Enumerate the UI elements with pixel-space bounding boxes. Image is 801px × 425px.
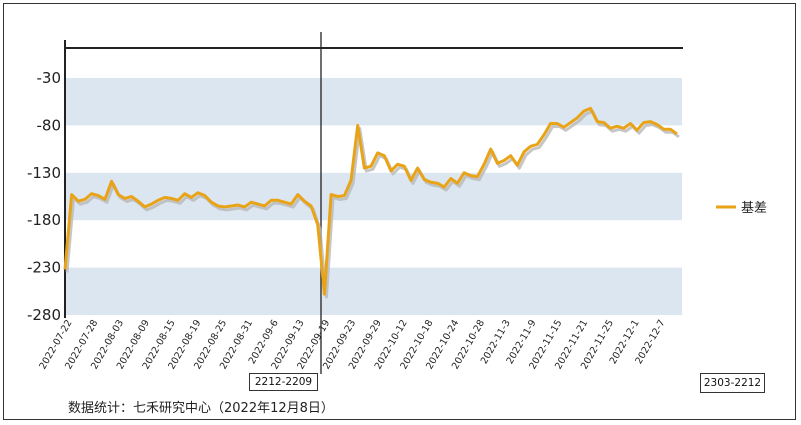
- series-line-basis: [63, 106, 678, 296]
- y-tick-label: -280: [27, 306, 61, 324]
- axes: [64, 32, 683, 374]
- x-axis-ticks: 2022-07-222022-07-282022-08-032022-08-09…: [37, 318, 667, 371]
- band-1: [65, 172, 682, 221]
- legend: 基差: [716, 201, 767, 216]
- y-tick-label: -180: [27, 211, 61, 229]
- band-0: [65, 78, 682, 126]
- y-axis-ticks: -30 -80 -130 -180 -230 -280: [27, 69, 61, 324]
- chart-frame: [3, 3, 796, 420]
- y-tick-label: -80: [37, 116, 62, 134]
- y-tick-label: -130: [27, 164, 61, 182]
- y-tick-label: -30: [37, 69, 62, 87]
- legend-label: 基差: [741, 201, 767, 216]
- y-tick-label: -230: [27, 259, 61, 277]
- background-bands: [65, 78, 682, 315]
- contract-switch-label-left: 2212-2209: [249, 373, 318, 391]
- plot-area: [63, 106, 680, 299]
- data-source-note: 数据统计：七禾研究中心（2022年12月8日）: [68, 401, 334, 416]
- series-shadow-line: [65, 109, 680, 299]
- band-2: [65, 267, 682, 315]
- contract-switch-label-right: 2303-2212: [700, 373, 765, 393]
